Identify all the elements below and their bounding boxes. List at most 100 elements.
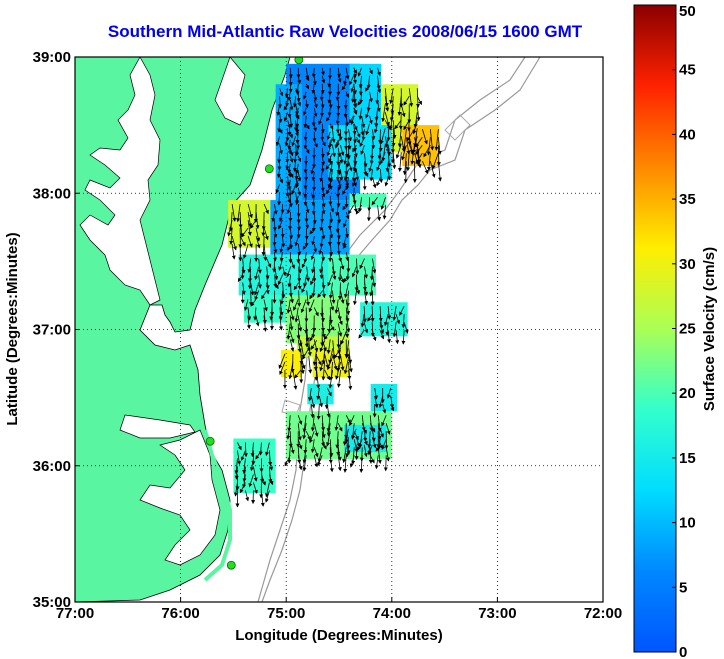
current-vector — [303, 195, 308, 206]
current-vector — [279, 252, 284, 262]
current-vector — [370, 306, 375, 323]
current-vector — [278, 307, 283, 321]
current-vector — [271, 212, 276, 223]
current-vector — [278, 211, 283, 223]
current-vector — [294, 176, 299, 188]
current-vector — [349, 415, 355, 427]
current-vector — [401, 330, 406, 345]
current-vector — [309, 290, 316, 300]
current-vector — [237, 274, 244, 283]
current-vector — [284, 88, 289, 98]
current-vector — [431, 152, 439, 170]
current-vector — [362, 306, 367, 323]
current-vector — [363, 444, 368, 458]
current-vector — [278, 219, 283, 230]
current-vector — [328, 348, 334, 364]
current-vector — [392, 152, 397, 170]
y-tick-label: 39:00 — [33, 49, 71, 66]
current-vector — [295, 112, 300, 120]
current-vector — [297, 423, 302, 441]
current-vector — [313, 447, 319, 458]
current-vector — [279, 243, 284, 253]
y-axis-label: Latitude (Degrees:Minutes) — [4, 232, 21, 425]
current-vector — [350, 91, 355, 103]
current-vector — [395, 314, 401, 325]
current-vector — [247, 220, 252, 236]
current-vector — [348, 115, 354, 124]
current-vector — [328, 307, 333, 325]
colorbar-tick-label: 5 — [679, 579, 687, 596]
current-vector — [377, 67, 381, 77]
current-vector — [387, 330, 392, 344]
current-vector — [408, 88, 414, 108]
current-vector — [345, 290, 350, 308]
current-vector — [327, 315, 332, 333]
current-vector — [234, 466, 239, 480]
current-vector — [351, 171, 356, 182]
current-vector — [319, 220, 324, 232]
pamlico-sound — [139, 429, 221, 566]
current-vector — [296, 220, 301, 231]
current-vector — [295, 163, 300, 175]
current-vector — [346, 145, 351, 160]
current-vector — [313, 353, 318, 371]
current-vector — [337, 315, 343, 326]
current-vector — [344, 428, 349, 444]
colorbar-ticks: 0 5 10 15 20 25 30 35 40 45 50 — [672, 3, 696, 659]
current-vector — [344, 169, 349, 181]
current-vector — [227, 219, 233, 237]
current-vector — [297, 315, 303, 332]
current-vector — [395, 330, 400, 345]
current-vector — [241, 282, 246, 295]
current-vector — [375, 444, 381, 452]
current-vector — [337, 67, 341, 78]
colorbar-tick-label: 35 — [679, 191, 696, 208]
current-vector — [378, 395, 384, 409]
current-vector — [286, 299, 291, 314]
current-vector — [286, 423, 291, 440]
current-vector — [337, 266, 342, 282]
current-vector — [329, 244, 334, 257]
current-vector — [372, 258, 377, 274]
current-vector — [387, 169, 392, 181]
current-vector — [297, 171, 302, 182]
current-vector — [287, 139, 292, 150]
current-vector — [279, 315, 284, 331]
current-vector — [319, 258, 324, 274]
current-vector — [310, 403, 315, 419]
current-vector — [321, 75, 326, 84]
current-vector — [345, 177, 350, 191]
current-vector — [341, 83, 347, 91]
current-vector — [247, 266, 252, 283]
current-vector — [349, 455, 355, 468]
current-vector — [328, 137, 333, 148]
current-vector — [279, 361, 286, 376]
current-vector — [290, 258, 296, 269]
current-vector — [389, 112, 394, 131]
current-vector — [382, 403, 387, 414]
current-vector — [369, 67, 373, 75]
current-vector — [402, 129, 407, 151]
current-vector — [358, 197, 363, 213]
current-vector — [367, 314, 373, 322]
colorbar-tick-label: 50 — [679, 3, 696, 20]
current-vector — [310, 251, 315, 261]
current-vector — [294, 307, 299, 323]
current-vector — [369, 169, 374, 182]
current-vector — [311, 282, 316, 298]
current-vector — [337, 455, 342, 472]
current-vector — [340, 331, 347, 345]
current-vector — [247, 203, 253, 219]
current-vector — [287, 274, 292, 288]
current-vector — [356, 128, 361, 138]
current-vector — [303, 139, 308, 150]
current-vector — [279, 299, 284, 316]
current-vector — [325, 187, 331, 195]
current-vector — [326, 415, 331, 433]
current-vector — [353, 67, 357, 74]
current-vector — [313, 455, 319, 468]
current-vector — [234, 458, 239, 475]
current-vector — [247, 211, 253, 228]
current-vector — [237, 450, 242, 466]
current-vector — [312, 75, 317, 86]
